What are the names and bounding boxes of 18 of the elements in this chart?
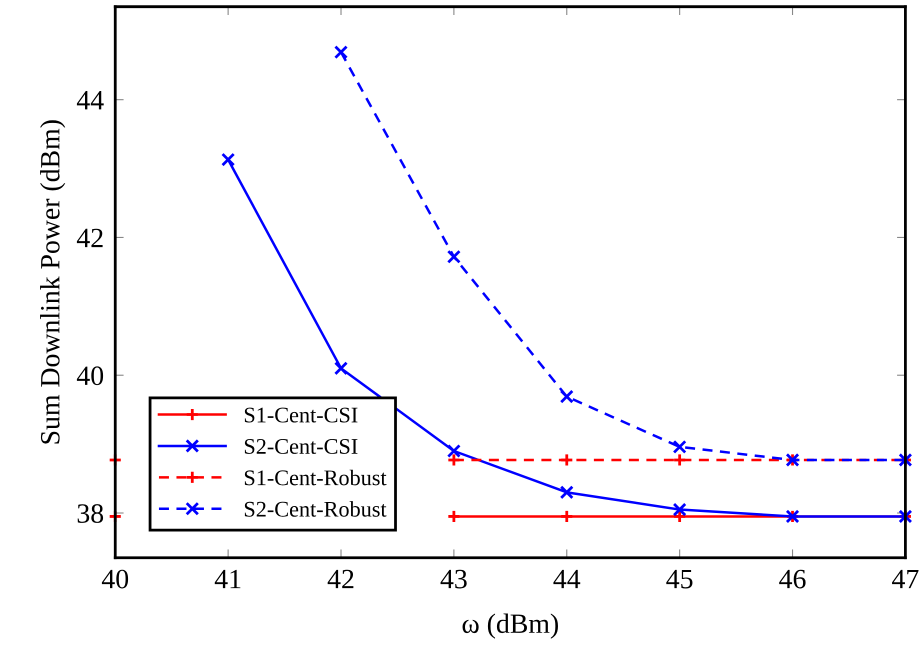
y-tick-label: 44 [76, 91, 104, 110]
x-tick-label: 47 [892, 570, 918, 588]
legend-label: S1-Cent-Robust [244, 470, 386, 486]
x-tick-label: 41 [214, 570, 240, 588]
x-tick-label: 45 [666, 570, 692, 588]
y-tick-label: 40 [76, 366, 104, 386]
y-axis-title: Sum Downlink Power (dBm) [40, 120, 66, 444]
x-tick-label: 40 [102, 570, 128, 588]
x-tick-label: 46 [779, 570, 806, 588]
legend-label: S2-Cent-CSI [244, 439, 358, 454]
x-tick-label: 43 [440, 570, 467, 588]
legend-label: S1-Cent-CSI [244, 408, 358, 423]
legend-label: S2-Cent-Robust [244, 501, 386, 517]
x-axis-title: ω (dBm) [462, 614, 558, 639]
x-tick-label: 44 [553, 570, 580, 588]
x-tick-label: 42 [328, 570, 354, 588]
y-tick-label: 38 [78, 504, 104, 523]
y-tick-label: 42 [76, 228, 103, 248]
